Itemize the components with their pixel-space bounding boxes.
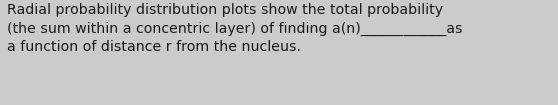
Text: Radial probability distribution plots show the total probability
(the sum within: Radial probability distribution plots sh… <box>7 3 462 54</box>
